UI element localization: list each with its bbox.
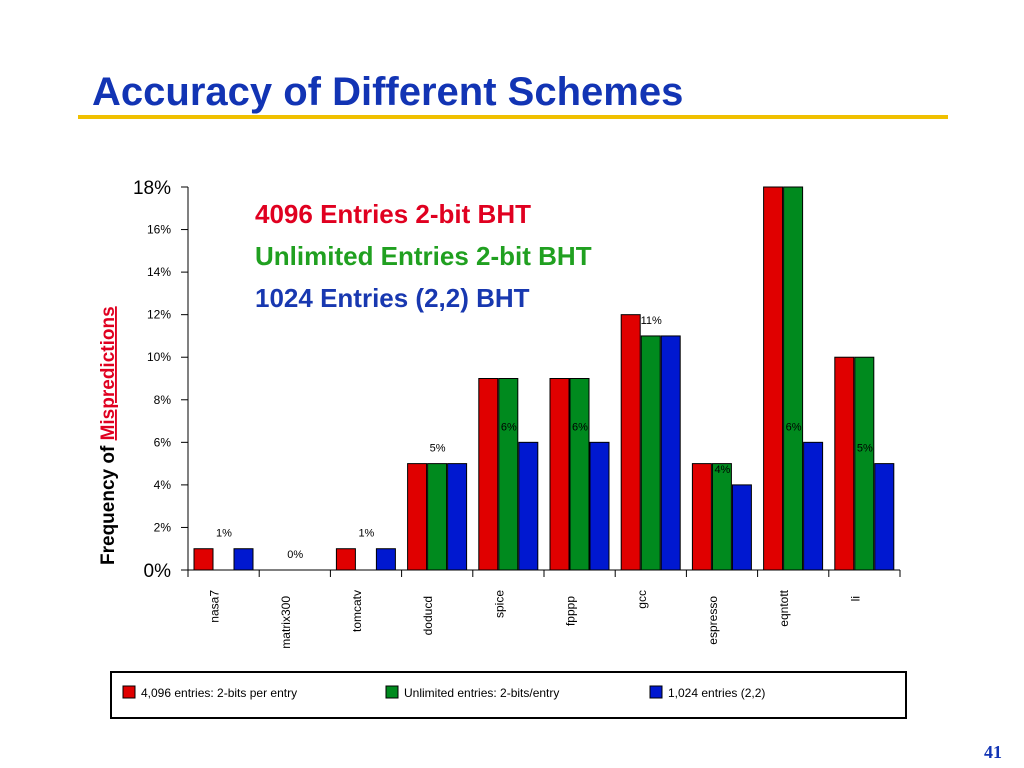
data-label: 6%	[786, 421, 802, 433]
data-label: 6%	[572, 421, 588, 433]
x-category-label: li	[848, 596, 862, 601]
y-tick-label: 0%	[144, 561, 172, 582]
x-category-label: spice	[492, 590, 506, 618]
bar-li-series-2	[854, 356, 875, 571]
y-tick-label: 4%	[154, 478, 172, 492]
bar-eqntott-series-3	[803, 441, 824, 571]
x-category-label: espresso	[706, 596, 720, 645]
y-tick-label: 14%	[147, 265, 171, 279]
data-label: 6%	[501, 421, 517, 433]
legend-swatch	[649, 685, 663, 699]
bar-doducd-series-3	[447, 463, 468, 571]
bar-espresso-series-2	[711, 463, 732, 571]
bar-nasa7-series-3	[233, 548, 254, 571]
y-tick-label: 10%	[147, 350, 171, 364]
bar-fpppp-series-2	[569, 378, 590, 571]
legend-box	[110, 671, 907, 719]
legend-label: 1,024 entries (2,2)	[668, 686, 765, 700]
bar-eqntott-series-1	[763, 186, 784, 571]
page-number: 41	[984, 742, 1002, 762]
y-tick-label: 18%	[133, 178, 171, 199]
bar-espresso-series-1	[691, 463, 712, 571]
x-category-label: fpppp	[564, 596, 578, 626]
title-underline	[78, 115, 948, 119]
overlay-legend-item: 4096 Entries 2-bit BHT	[255, 199, 531, 229]
y-tick-label: 2%	[154, 520, 172, 534]
bar-fpppp-series-1	[549, 378, 570, 571]
data-label: 4%	[714, 464, 730, 476]
slide-title: Accuracy of Different Schemes	[92, 70, 684, 114]
x-category-label: doducd	[421, 596, 435, 635]
x-category-label: gcc	[635, 590, 649, 609]
data-label: 1%	[358, 528, 374, 540]
x-category-label: nasa7	[208, 590, 222, 623]
y-tick-label: 12%	[147, 308, 171, 322]
legend-label: Unlimited entries: 2-bits/entry	[404, 686, 559, 700]
y-axis-title: Frequency of Mispredictions	[98, 306, 119, 565]
data-label: 1%	[216, 528, 232, 540]
overlay-legend-item: Unlimited Entries 2-bit BHT	[255, 241, 592, 271]
data-label: 0%	[287, 549, 303, 561]
bar-tomcatv-series-1	[335, 548, 356, 571]
bar-spice-series-2	[498, 378, 519, 571]
bar-fpppp-series-3	[589, 441, 610, 571]
data-label: 5%	[430, 443, 446, 455]
bar-eqntott-series-2	[783, 186, 804, 571]
legend-swatch	[122, 685, 136, 699]
y-tick-label: 6%	[154, 435, 172, 449]
legend-label: 4,096 entries: 2-bits per entry	[141, 686, 297, 700]
x-category-label: matrix300	[279, 596, 293, 649]
bar-spice-series-3	[518, 441, 539, 571]
bar-li-series-1	[834, 356, 855, 571]
bar-gcc-series-2	[640, 335, 661, 571]
y-axis-title-emphasis: Mispredictions	[98, 306, 119, 440]
bar-tomcatv-series-3	[375, 548, 396, 571]
x-category-label: eqntott	[777, 589, 791, 626]
x-category-label: tomcatv	[350, 590, 364, 632]
bar-gcc-series-3	[660, 335, 681, 571]
legend-swatch	[385, 685, 399, 699]
bar-nasa7-series-1	[193, 548, 214, 571]
data-label: 11%	[641, 315, 662, 327]
y-tick-label: 16%	[147, 223, 171, 237]
data-label: 5%	[857, 443, 873, 455]
bar-gcc-series-1	[620, 314, 641, 571]
overlay-legend-item: 1024 Entries (2,2) BHT	[255, 283, 530, 313]
y-tick-label: 8%	[154, 393, 172, 407]
bar-li-series-3	[874, 463, 895, 571]
bar-spice-series-1	[478, 378, 499, 571]
bar-doducd-series-2	[427, 463, 448, 571]
bar-espresso-series-3	[731, 484, 752, 571]
bar-doducd-series-1	[407, 463, 428, 571]
